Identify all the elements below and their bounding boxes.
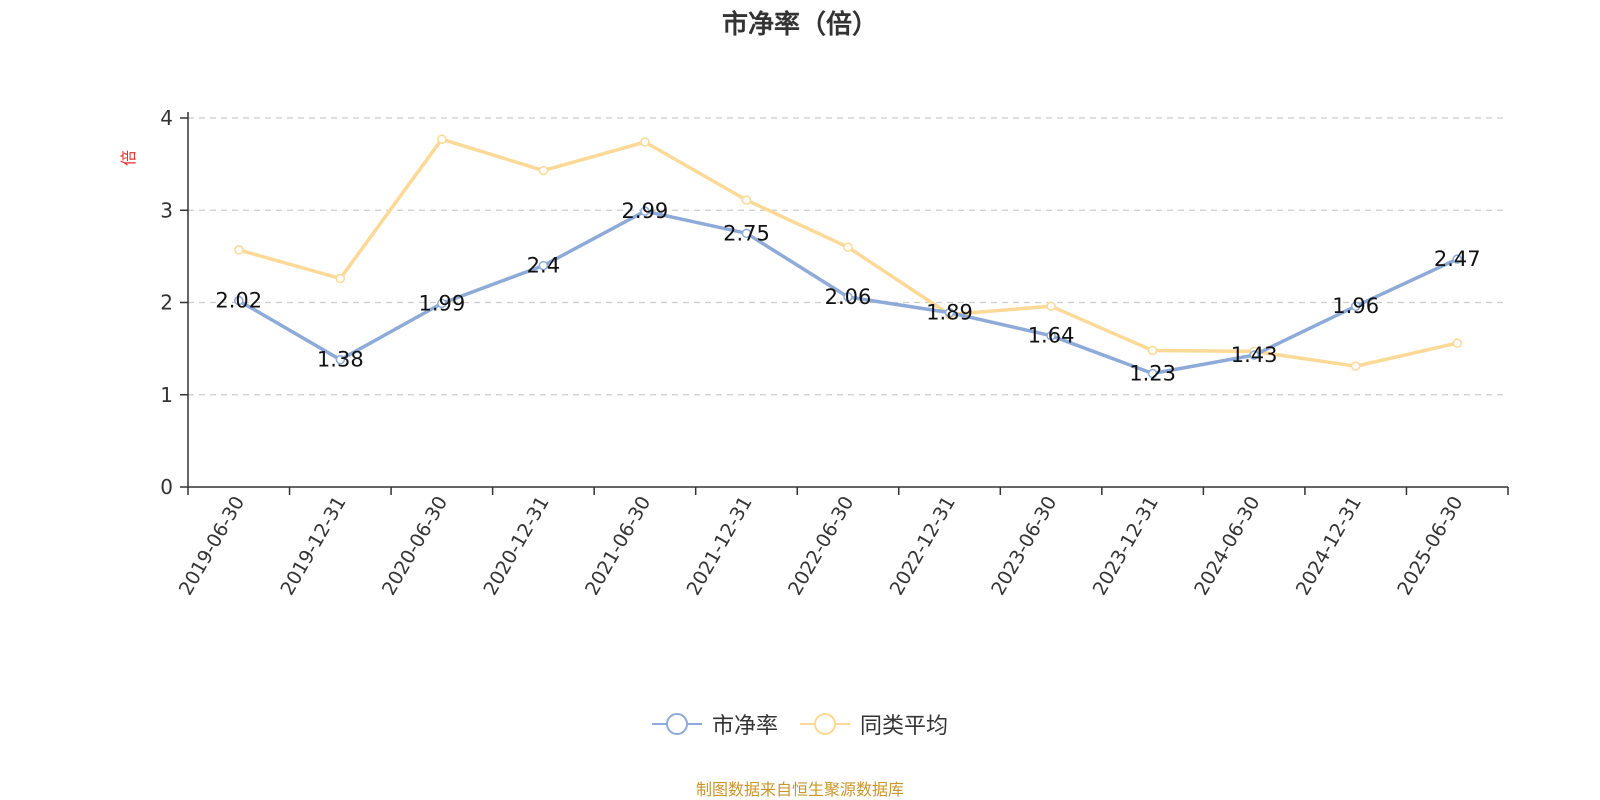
series-1-point-3[interactable] (538, 165, 549, 176)
x-tick-label-2022-06-30: 2022-06-30 (784, 493, 858, 600)
data-label-8: 1.64 (1028, 324, 1075, 348)
chart-title: 市净率（倍） (721, 10, 878, 40)
series-0-point-2[interactable] (437, 298, 447, 309)
y-tick-label-4: 4 (160, 106, 173, 130)
legend-item-peer-average[interactable]: 同类平均 (800, 708, 948, 740)
x-tick-label-2021-12-31: 2021-12-31 (683, 493, 757, 600)
x-tick-label-2021-06-30: 2021-06-30 (581, 493, 655, 600)
y-axis-label: 倍 (119, 150, 138, 166)
series-0-point-9[interactable] (1147, 368, 1158, 379)
series-1-point-6[interactable] (843, 242, 853, 252)
series-1-point-9[interactable] (1147, 345, 1158, 356)
legend-marker-peer-average (800, 713, 850, 735)
x-tick-label-2024-12-31: 2024-12-31 (1292, 493, 1366, 600)
x-tick-label-2019-12-31: 2019-12-31 (276, 493, 350, 600)
series-line-1 (238, 137, 1458, 368)
series-0-point-7[interactable] (944, 307, 955, 318)
y-tick-label-1: 1 (160, 383, 173, 407)
series-1-point-2[interactable] (437, 134, 447, 144)
y-tick-label-0: 0 (160, 475, 173, 499)
series-0-point-6[interactable] (843, 292, 853, 302)
data-label-0: 2.02 (215, 289, 262, 313)
y-tick-label-3: 3 (160, 198, 173, 222)
series-0-point-11[interactable] (1350, 301, 1361, 311)
series-1-point-8[interactable] (1046, 301, 1056, 311)
series-0-point-5[interactable] (741, 228, 752, 239)
x-tick-label-2025-06-30: 2025-06-30 (1393, 493, 1467, 600)
x-tick-label-2019-06-30: 2019-06-30 (175, 493, 249, 600)
data-label-5: 2.75 (723, 221, 770, 245)
legend-item-pb[interactable]: 市净率 (651, 708, 778, 740)
data-label-4: 2.99 (622, 199, 669, 223)
data-label-11: 1.96 (1332, 294, 1379, 318)
series-1-point-12[interactable] (1452, 338, 1462, 348)
series-0-point-1[interactable] (335, 354, 346, 365)
x-tick-label-2020-12-31: 2020-12-31 (479, 493, 553, 600)
legend: 市净率 同类平均 (0, 708, 1600, 740)
data-label-10: 1.43 (1231, 343, 1278, 367)
series-0-point-8[interactable] (1046, 330, 1056, 341)
series-0-point-4[interactable] (640, 206, 650, 216)
series-0-point-3[interactable] (538, 260, 549, 271)
x-tick-label-2022-12-31: 2022-12-31 (886, 493, 960, 600)
x-tick-label-2024-06-30: 2024-06-30 (1190, 493, 1264, 600)
legend-marker-pb (651, 713, 702, 735)
series-1-point-4[interactable] (640, 137, 650, 147)
data-label-2: 1.99 (418, 291, 465, 315)
y-tick-label-2: 2 (160, 291, 173, 315)
series-1-point-1[interactable] (335, 273, 346, 284)
x-tick-label-2023-06-30: 2023-06-30 (987, 493, 1061, 600)
legend-label-pb: 市净率 (711, 714, 778, 739)
series-1-point-5[interactable] (741, 195, 752, 205)
x-tick-label-2023-12-31: 2023-12-31 (1089, 493, 1163, 600)
data-label-6: 2.06 (825, 285, 872, 309)
series-0-point-10[interactable] (1249, 350, 1259, 360)
data-label-3: 2.4 (527, 254, 560, 278)
series-1-point-0[interactable] (234, 245, 244, 255)
series-0-point-0[interactable] (234, 295, 244, 306)
data-label-1: 1.38 (317, 348, 364, 372)
data-label-7: 1.89 (926, 301, 973, 325)
series-1-point-11[interactable] (1350, 361, 1361, 371)
source-note: 制图数据来自恒生聚源数据库 (695, 780, 904, 799)
series-0-point-12[interactable] (1452, 254, 1462, 264)
x-tick-label-2020-06-30: 2020-06-30 (378, 493, 452, 600)
data-label-12: 2.47 (1434, 247, 1481, 271)
legend-label-peer-average: 同类平均 (860, 714, 949, 739)
data-label-9: 1.23 (1129, 362, 1176, 386)
